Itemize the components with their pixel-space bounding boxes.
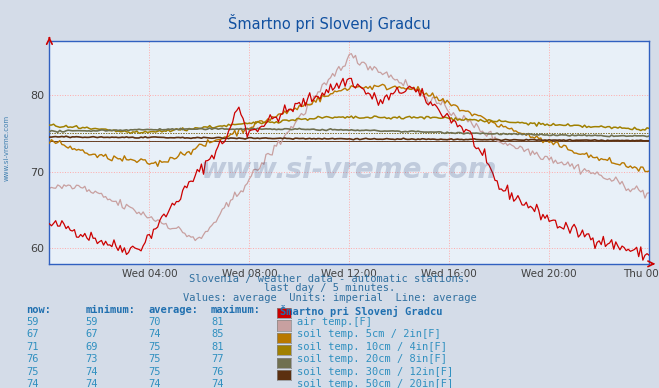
Text: soil temp. 30cm / 12in[F]: soil temp. 30cm / 12in[F] <box>297 367 453 377</box>
Text: last day / 5 minutes.: last day / 5 minutes. <box>264 283 395 293</box>
Text: 75: 75 <box>148 342 161 352</box>
Text: 77: 77 <box>211 354 223 364</box>
Text: 74: 74 <box>211 379 223 388</box>
Text: 75: 75 <box>148 367 161 377</box>
Text: 73: 73 <box>86 354 98 364</box>
Text: 81: 81 <box>211 317 223 327</box>
Text: Values: average  Units: imperial  Line: average: Values: average Units: imperial Line: av… <box>183 293 476 303</box>
Text: soil temp. 5cm / 2in[F]: soil temp. 5cm / 2in[F] <box>297 329 440 340</box>
Text: 69: 69 <box>86 342 98 352</box>
Text: 74: 74 <box>86 379 98 388</box>
Text: www.si-vreme.com: www.si-vreme.com <box>3 114 10 180</box>
Text: 81: 81 <box>211 342 223 352</box>
Text: average:: average: <box>148 305 198 315</box>
Text: 85: 85 <box>211 329 223 340</box>
Text: 76: 76 <box>211 367 223 377</box>
Text: air temp.[F]: air temp.[F] <box>297 317 372 327</box>
Text: 59: 59 <box>26 317 39 327</box>
Text: 67: 67 <box>86 329 98 340</box>
Text: 74: 74 <box>148 379 161 388</box>
Text: 67: 67 <box>26 329 39 340</box>
Text: Šmartno pri Slovenj Gradcu: Šmartno pri Slovenj Gradcu <box>280 305 443 317</box>
Text: 75: 75 <box>26 367 39 377</box>
Text: 71: 71 <box>26 342 39 352</box>
Text: 74: 74 <box>148 329 161 340</box>
Text: Slovenia / weather data - automatic stations.: Slovenia / weather data - automatic stat… <box>189 274 470 284</box>
Text: 70: 70 <box>148 317 161 327</box>
Text: 76: 76 <box>26 354 39 364</box>
Text: soil temp. 50cm / 20in[F]: soil temp. 50cm / 20in[F] <box>297 379 453 388</box>
Text: 59: 59 <box>86 317 98 327</box>
Text: 75: 75 <box>148 354 161 364</box>
Text: www.si-vreme.com: www.si-vreme.com <box>201 156 498 184</box>
Text: 74: 74 <box>26 379 39 388</box>
Text: maximum:: maximum: <box>211 305 261 315</box>
Text: now:: now: <box>26 305 51 315</box>
Text: soil temp. 10cm / 4in[F]: soil temp. 10cm / 4in[F] <box>297 342 447 352</box>
Text: 74: 74 <box>86 367 98 377</box>
Text: soil temp. 20cm / 8in[F]: soil temp. 20cm / 8in[F] <box>297 354 447 364</box>
Text: minimum:: minimum: <box>86 305 136 315</box>
Text: Šmartno pri Slovenj Gradcu: Šmartno pri Slovenj Gradcu <box>228 14 431 31</box>
